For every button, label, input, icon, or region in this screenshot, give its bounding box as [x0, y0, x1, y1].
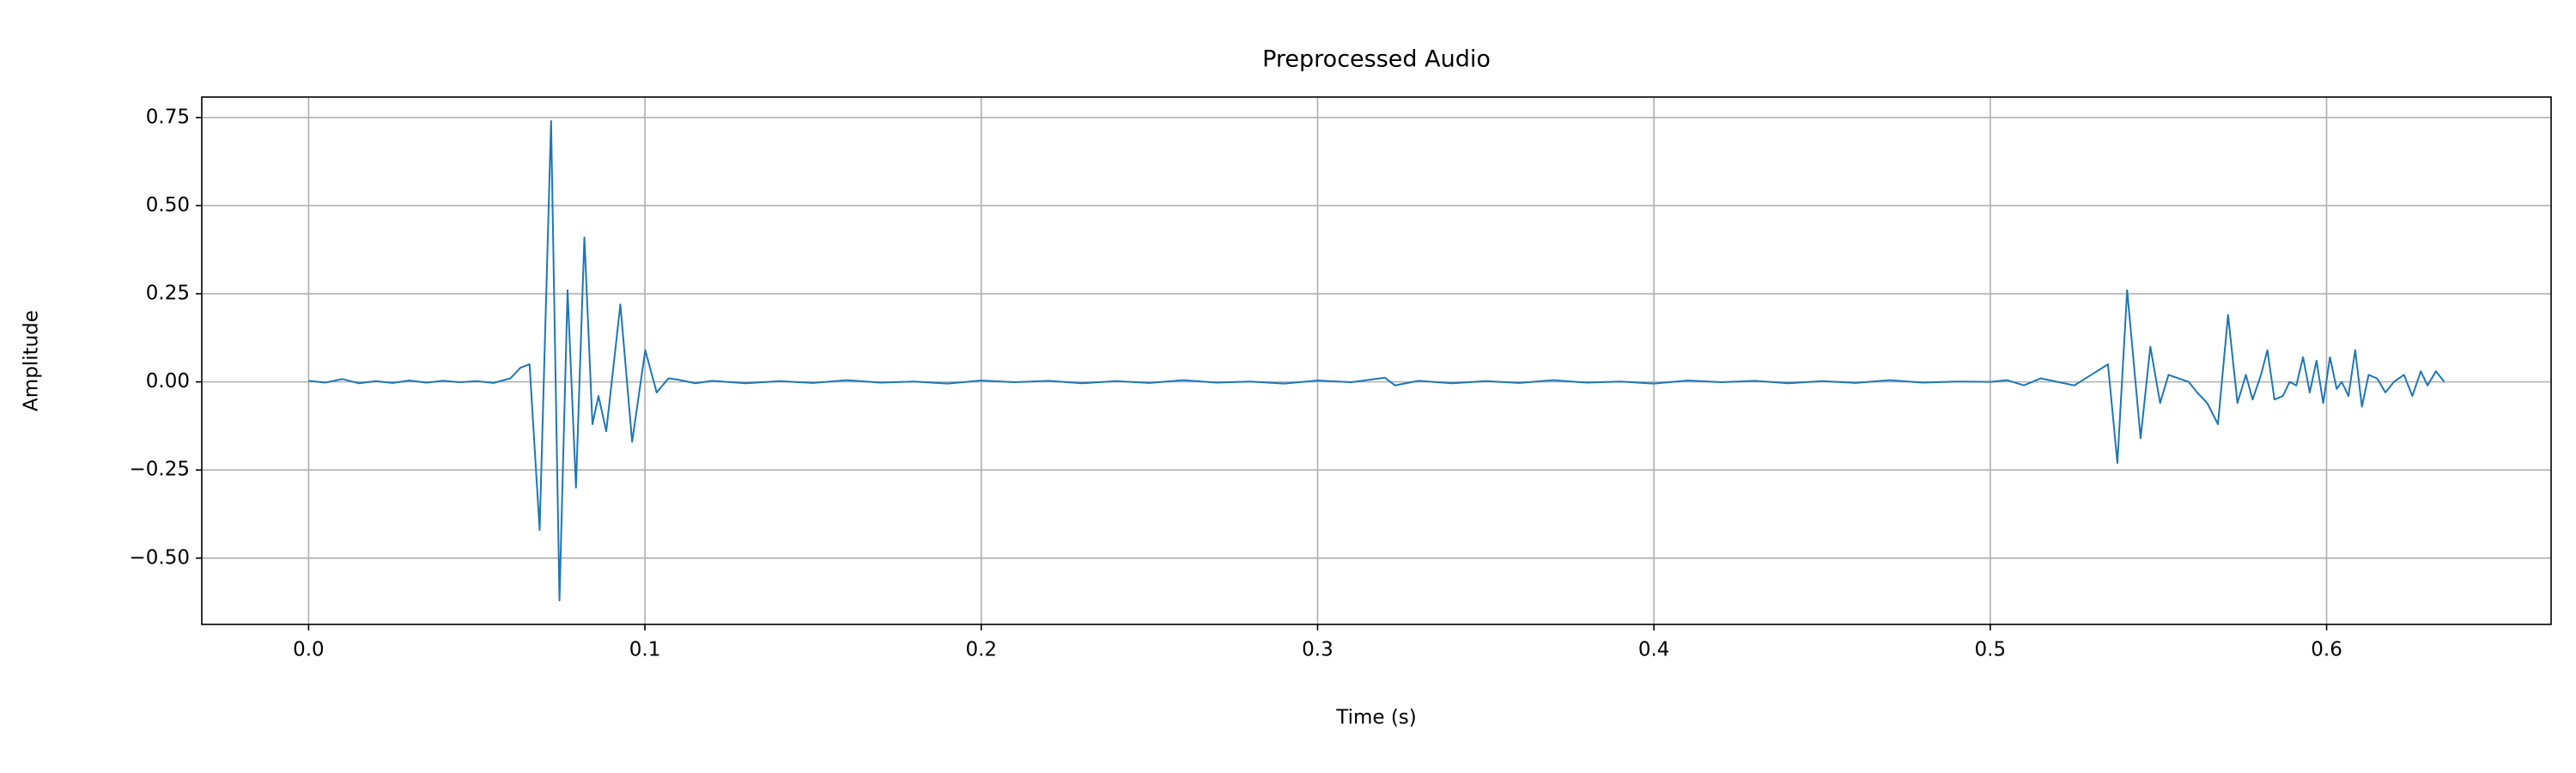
x-tick-label: 0.2 [965, 639, 997, 661]
y-tick-label: 0.75 [146, 106, 190, 128]
y-axis-label: Amplitude [21, 310, 43, 411]
x-tick-label: 0.5 [1975, 639, 2007, 661]
chart-title: Preprocessed Audio [1262, 46, 1491, 73]
y-tick-label: 0.00 [146, 370, 190, 393]
plot-frame [201, 96, 2552, 625]
waveform-line [308, 119, 2445, 602]
y-tick-label: 0.50 [146, 194, 190, 216]
x-tick-label: 0.3 [1302, 639, 1334, 661]
x-tick-label: 0.6 [2311, 639, 2342, 661]
y-tick-label: −0.25 [130, 459, 190, 481]
x-tick-label: 0.0 [293, 639, 325, 661]
y-tick-label: 0.25 [146, 283, 190, 305]
x-tick-label: 0.1 [629, 639, 661, 661]
x-tick-label: 0.4 [1638, 639, 1670, 661]
x-axis-label: Time (s) [1335, 707, 1417, 729]
y-tick-label: −0.50 [130, 546, 190, 569]
